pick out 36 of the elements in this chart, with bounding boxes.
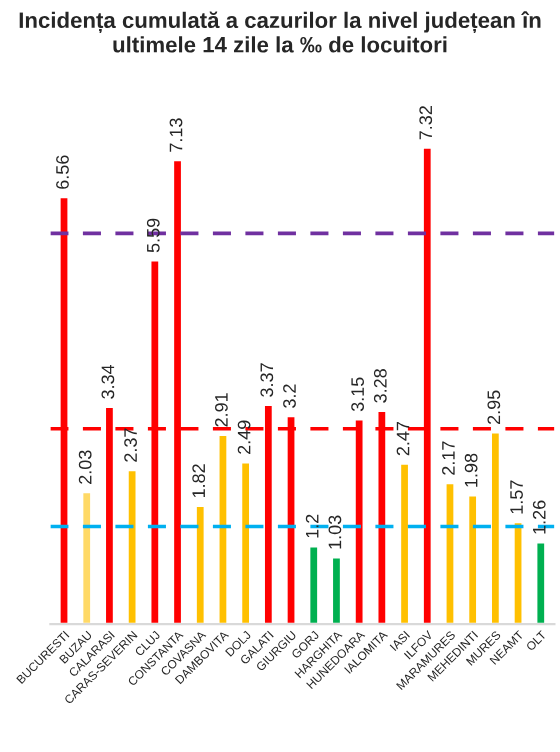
data-label: 3.28 bbox=[373, 369, 387, 403]
bar bbox=[239, 460, 252, 625]
data-label: 2.37 bbox=[124, 428, 137, 462]
data-label: 2.47 bbox=[396, 421, 410, 456]
data-label: 2.49 bbox=[237, 420, 251, 454]
data-label: 5.59 bbox=[146, 218, 160, 253]
data-label: 6.56 bbox=[56, 155, 69, 189]
data-label: 1.98 bbox=[464, 453, 478, 487]
bar bbox=[534, 540, 547, 625]
data-label: 1.82 bbox=[192, 464, 206, 498]
data-label: 3.15 bbox=[351, 377, 364, 412]
data-label: 1.57 bbox=[510, 480, 523, 514]
bar bbox=[398, 461, 411, 625]
data-label: 2.03 bbox=[78, 450, 92, 484]
bar bbox=[194, 504, 207, 625]
data-label: 1.26 bbox=[532, 500, 546, 534]
chart-title: Incidența cumulată a cazurilor la nivel județean în ultimele 14 zile la ‰ de locuitori bbox=[19, 11, 541, 53]
bar bbox=[489, 430, 502, 625]
data-label: 2.95 bbox=[487, 390, 501, 424]
bar bbox=[216, 433, 230, 625]
data-label: 2.17 bbox=[442, 441, 455, 475]
bar bbox=[80, 490, 93, 625]
data-label: 1.03 bbox=[328, 515, 342, 549]
bar bbox=[466, 493, 479, 625]
bar bbox=[443, 481, 457, 625]
data-label: 7.32 bbox=[419, 106, 433, 140]
data-label: 1.2 bbox=[305, 514, 319, 538]
bar bbox=[330, 555, 343, 625]
data-label: 7.13 bbox=[169, 118, 183, 152]
bar bbox=[125, 468, 139, 625]
data-label: 3.34 bbox=[101, 364, 115, 399]
data-label: 2.91 bbox=[215, 393, 228, 427]
bar bbox=[307, 544, 320, 625]
data-label: 3.2 bbox=[283, 384, 296, 408]
data-label: 3.37 bbox=[260, 363, 274, 397]
bar bbox=[511, 520, 525, 625]
